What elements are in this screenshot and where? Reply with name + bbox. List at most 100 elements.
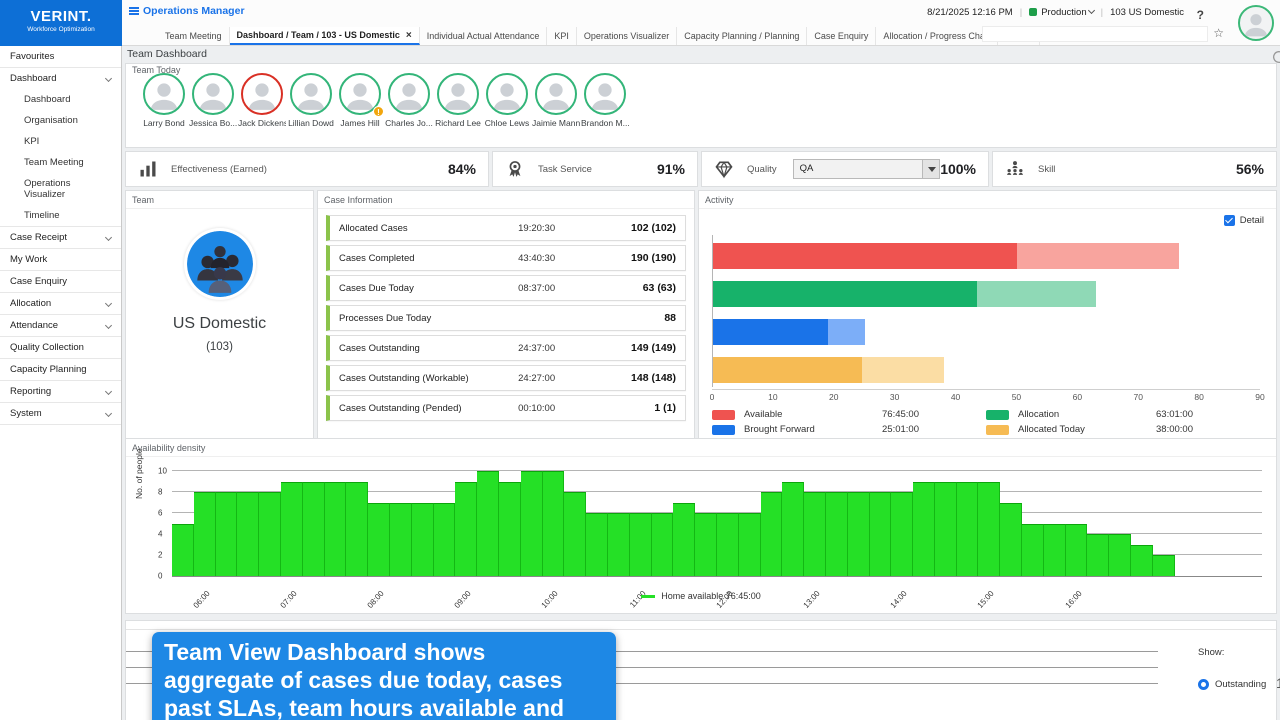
sidebar-subitem-timeline[interactable]: Timeline <box>24 210 60 221</box>
density-bar[interactable] <box>280 481 303 576</box>
density-bar[interactable] <box>477 471 499 576</box>
sidebar-item-reporting[interactable]: Reporting <box>0 381 121 403</box>
density-bar[interactable] <box>716 513 739 576</box>
density-bar[interactable] <box>586 513 608 576</box>
density-bar[interactable] <box>542 471 565 576</box>
search-input[interactable] <box>982 26 1208 42</box>
density-bar[interactable] <box>215 492 238 576</box>
density-bar[interactable] <box>433 502 456 576</box>
user-avatar[interactable] <box>1238 5 1274 41</box>
density-bar[interactable] <box>629 513 652 576</box>
tab-operations-visualizer[interactable]: Operations Visualizer <box>577 27 678 45</box>
help-button[interactable]: ? <box>1196 8 1204 22</box>
density-bar[interactable] <box>411 502 434 576</box>
favorite-star-icon[interactable]: ☆ <box>1213 26 1224 40</box>
sidebar-subitem-dashboard[interactable]: Dashboard <box>24 94 71 105</box>
sidebar-item-favourites[interactable]: Favourites <box>0 46 121 68</box>
density-bar[interactable] <box>869 492 892 576</box>
tab-capacity-planning-planning[interactable]: Capacity Planning / Planning <box>677 27 808 45</box>
density-bar[interactable] <box>1152 555 1175 576</box>
sidebar-item-case-enquiry[interactable]: Case Enquiry <box>0 271 121 293</box>
density-bar[interactable] <box>695 513 717 576</box>
density-bar[interactable] <box>368 502 390 576</box>
quality-dropdown[interactable]: QA <box>792 159 941 179</box>
density-bar[interactable] <box>1065 523 1088 576</box>
team-member-brandon-m[interactable]: Brandon M... <box>581 73 629 128</box>
density-bar[interactable] <box>1043 523 1066 576</box>
detail-toggle[interactable]: Detail <box>1223 215 1264 226</box>
sidebar-item-capacity-planning[interactable]: Capacity Planning <box>0 359 121 381</box>
sidebar-item-system[interactable]: System <box>0 403 121 425</box>
density-bar[interactable] <box>673 502 696 576</box>
density-bar[interactable] <box>1131 544 1153 576</box>
density-bar[interactable] <box>520 471 543 576</box>
sidebar-subitem-kpi[interactable]: KPI <box>24 136 40 147</box>
density-bar[interactable] <box>302 481 325 576</box>
tab-kpi[interactable]: KPI <box>547 27 577 45</box>
density-bar[interactable] <box>934 481 957 576</box>
density-bar[interactable] <box>738 513 761 576</box>
density-bar[interactable] <box>804 492 826 576</box>
team-member-jessica-bo[interactable]: Jessica Bo... <box>189 73 237 128</box>
density-bar[interactable] <box>1022 523 1044 576</box>
case-row-cases-completed[interactable]: Cases Completed 43:40:30 190 (190) <box>326 245 686 271</box>
checkbox-checked-icon[interactable] <box>1223 215 1235 226</box>
density-bar[interactable] <box>1109 534 1132 576</box>
menu-icon[interactable] <box>129 5 139 16</box>
density-bar[interactable] <box>455 481 478 576</box>
sidebar-subitem-organisation[interactable]: Organisation <box>24 115 78 126</box>
density-bar[interactable] <box>564 492 587 576</box>
case-row-cases-due-today[interactable]: Cases Due Today 08:37:00 63 (63) <box>326 275 686 301</box>
team-member-richard-lee[interactable]: Richard Lee <box>434 73 482 128</box>
density-bar[interactable] <box>651 513 674 576</box>
density-bar[interactable] <box>193 492 216 576</box>
tab-allocation-progress-chart[interactable]: Allocation / Progress Chart <box>876 27 999 45</box>
tab-individual-actual-attendance[interactable]: Individual Actual Attendance <box>420 27 548 45</box>
density-bar[interactable] <box>607 513 630 576</box>
team-member-charles-jo[interactable]: Charles Jo... <box>385 73 433 128</box>
density-bar[interactable] <box>782 481 805 576</box>
density-bar[interactable] <box>324 481 347 576</box>
case-row-cases-outstanding-workable[interactable]: Cases Outstanding (Workable) 24:27:00 148 … <box>326 365 686 391</box>
team-photo[interactable] <box>186 231 253 297</box>
sidebar-subitem-operations-visualizer[interactable]: Operations Visualizer <box>24 178 71 200</box>
density-bar[interactable] <box>389 502 412 576</box>
sidebar-item-quality-collection[interactable]: Quality Collection <box>0 337 121 359</box>
sidebar-item-allocation[interactable]: Allocation <box>0 293 121 315</box>
density-bar[interactable] <box>891 492 914 576</box>
sidebar-subitem-team-meeting[interactable]: Team Meeting <box>24 157 84 168</box>
radio-selected-icon[interactable] <box>1198 679 1209 690</box>
density-bar[interactable] <box>1000 502 1023 576</box>
density-bar[interactable] <box>825 492 848 576</box>
environment-selector[interactable]: Production <box>1029 6 1095 18</box>
team-member-chloe-lews[interactable]: Chloe Lews <box>483 73 531 128</box>
outstanding-radio[interactable]: Outstanding <box>1198 679 1266 690</box>
density-bar[interactable] <box>1087 534 1110 576</box>
team-member-jack-dickens[interactable]: Jack Dickens <box>238 73 286 128</box>
sidebar-item-attendance[interactable]: Attendance <box>0 315 121 337</box>
tab-dashboard-team-103-us-domestic[interactable]: Dashboard / Team / 103 - US Domestic × <box>229 27 420 45</box>
case-row-processes-due-today[interactable]: Processes Due Today 88 <box>326 305 686 331</box>
case-row-cases-outstanding-pended[interactable]: Cases Outstanding (Pended) 00:10:00 1 (1) <box>326 395 686 421</box>
case-row-cases-outstanding[interactable]: Cases Outstanding 24:37:00 149 (149) <box>326 335 686 361</box>
density-bar[interactable] <box>913 481 935 576</box>
density-bar[interactable] <box>847 492 870 576</box>
density-bar[interactable] <box>956 481 979 576</box>
team-member-larry-bond[interactable]: Larry Bond <box>140 73 188 128</box>
density-bar[interactable] <box>498 481 521 576</box>
density-bar[interactable] <box>346 481 369 576</box>
density-bar[interactable] <box>760 492 783 576</box>
case-row-allocated-cases[interactable]: Allocated Cases 19:20:30 102 (102) <box>326 215 686 241</box>
sidebar-item-dashboard[interactable]: Dashboard <box>0 68 121 89</box>
sidebar-item-case-receipt[interactable]: Case Receipt <box>0 227 121 249</box>
close-icon[interactable]: × <box>405 29 412 41</box>
density-bar[interactable] <box>259 492 281 576</box>
team-member-lillian-dowd[interactable]: Lillian Dowd <box>287 73 335 128</box>
tab-team-meeting[interactable]: Team Meeting <box>158 27 230 45</box>
tab-case-enquiry[interactable]: Case Enquiry <box>807 27 877 45</box>
density-bar[interactable] <box>237 492 260 576</box>
team-member-jaimie-mann[interactable]: Jaimie Mann <box>532 73 580 128</box>
density-bar[interactable] <box>172 523 194 576</box>
team-member-james-hill[interactable]: ! James Hill <box>336 73 384 128</box>
density-bar[interactable] <box>978 481 1001 576</box>
